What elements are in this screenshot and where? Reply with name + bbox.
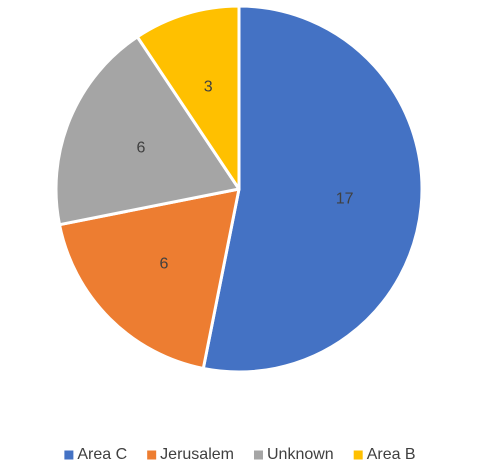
data-label: 6 bbox=[159, 255, 168, 272]
data-label: 6 bbox=[136, 140, 145, 157]
legend-label: Unknown bbox=[267, 446, 334, 463]
legend-label: Area B bbox=[367, 446, 416, 463]
data-label: 3 bbox=[204, 79, 213, 96]
legend-swatch bbox=[253, 450, 263, 460]
pie-slice bbox=[54, 35, 241, 227]
pie-slice bbox=[58, 187, 241, 370]
data-label: 17 bbox=[336, 191, 354, 208]
legend-swatch bbox=[147, 450, 157, 460]
legend-swatch bbox=[64, 450, 74, 460]
legend-label: Area C bbox=[77, 446, 127, 463]
pie-slice bbox=[135, 4, 241, 191]
legend-swatch bbox=[353, 450, 363, 460]
legend-label: Jerusalem bbox=[160, 446, 234, 463]
pie-slice bbox=[201, 4, 424, 374]
